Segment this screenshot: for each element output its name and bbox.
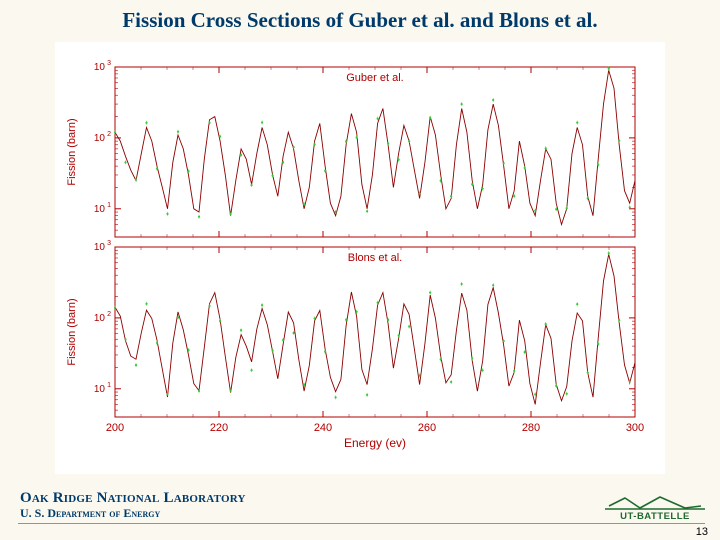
svg-text:1: 1: [107, 202, 111, 209]
svg-text:Guber et al.: Guber et al.: [346, 72, 403, 84]
svg-text:Energy (ev): Energy (ev): [344, 436, 406, 450]
slide-title: Fission Cross Sections of Guber et al. a…: [0, 8, 720, 33]
svg-text:Blons et al.: Blons et al.: [348, 252, 402, 264]
svg-text:10: 10: [94, 204, 106, 215]
svg-text:280: 280: [522, 422, 540, 434]
ut-battelle-logo: UT-BATTELLE: [605, 492, 705, 520]
svg-text:2: 2: [107, 311, 111, 318]
org-name: Oak Ridge National Laboratory: [20, 490, 246, 507]
svg-text:260: 260: [418, 422, 436, 434]
svg-text:240: 240: [314, 422, 332, 434]
cross-section-chart: 101102103Fission (barn)Guber et al.10110…: [55, 42, 665, 474]
svg-text:2: 2: [107, 131, 111, 138]
svg-text:10: 10: [94, 133, 106, 144]
svg-text:220: 220: [210, 422, 228, 434]
svg-text:3: 3: [107, 240, 111, 247]
chart-area: 101102103Fission (barn)Guber et al.10110…: [55, 42, 665, 474]
svg-text:Fission (barn): Fission (barn): [66, 298, 78, 365]
svg-text:200: 200: [106, 422, 124, 434]
svg-text:10: 10: [94, 384, 106, 395]
dept-name: U. S. Department of Energy: [20, 507, 246, 520]
svg-text:10: 10: [94, 242, 106, 253]
slide-root: Fission Cross Sections of Guber et al. a…: [0, 0, 720, 540]
footer: Oak Ridge National Laboratory U. S. Depa…: [20, 490, 246, 520]
svg-text:300: 300: [626, 422, 644, 434]
svg-text:1: 1: [107, 382, 111, 389]
page-number: 13: [696, 526, 708, 538]
svg-text:10: 10: [94, 313, 106, 324]
svg-text:Fission (barn): Fission (barn): [66, 118, 78, 185]
footer-divider: [18, 523, 705, 524]
svg-text:3: 3: [107, 60, 111, 67]
svg-text:10: 10: [94, 62, 106, 73]
logo-text: UT-BATTELLE: [620, 511, 690, 520]
